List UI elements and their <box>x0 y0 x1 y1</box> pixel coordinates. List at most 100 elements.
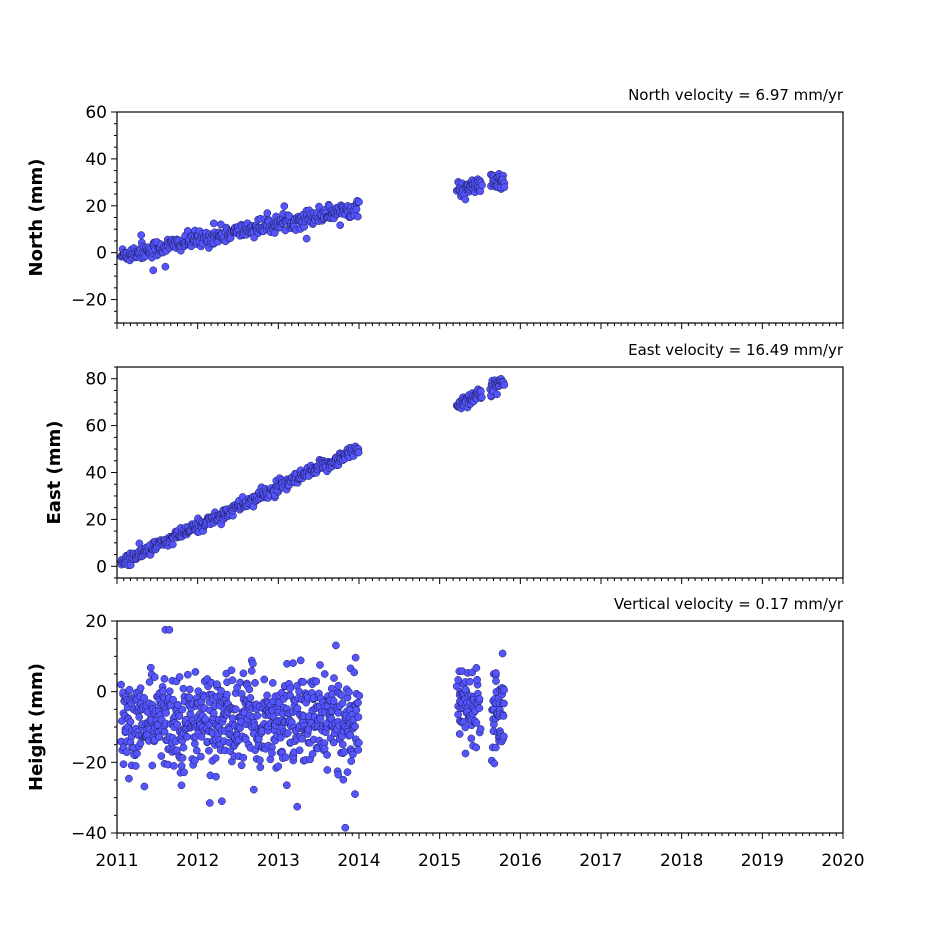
data-point <box>461 195 470 204</box>
data-point <box>256 763 265 772</box>
panel-1: −20 0 20 40 60 North velocity = 6.97 mm/yr Nor… <box>26 86 844 329</box>
data-point <box>345 688 353 696</box>
data-point <box>354 448 363 457</box>
data-point <box>347 757 356 765</box>
data-point <box>280 202 289 210</box>
data-point <box>467 734 476 743</box>
data-point <box>350 668 359 677</box>
data-point <box>231 705 240 713</box>
data-point <box>197 732 206 741</box>
x-tick-label: 2019 <box>741 851 784 871</box>
data-point <box>170 762 178 770</box>
data-point-outlier <box>137 231 146 239</box>
data-point <box>165 687 174 696</box>
y-tick-label: −20 <box>71 753 107 773</box>
data-point <box>355 738 363 747</box>
data-point <box>465 677 474 686</box>
panel-1-ylabel: North (mm) <box>26 159 47 277</box>
data-point <box>492 669 500 677</box>
data-point <box>197 752 205 761</box>
data-point <box>354 713 363 721</box>
data-point <box>175 712 184 720</box>
data-point-outlier <box>209 219 218 228</box>
data-point <box>320 670 329 678</box>
panel-2-points <box>117 375 509 570</box>
panel-2-title: East velocity = 16.49 mm/yr <box>628 341 844 359</box>
data-point <box>338 699 347 708</box>
data-point <box>500 183 509 192</box>
data-point <box>239 669 248 678</box>
data-point <box>179 684 188 693</box>
y-tick-label: −20 <box>71 291 107 311</box>
data-point <box>140 782 149 791</box>
data-point <box>256 756 264 765</box>
data-point-outlier <box>218 797 226 806</box>
data-point <box>119 760 128 769</box>
data-point <box>476 725 485 733</box>
data-point <box>274 762 283 771</box>
data-point <box>223 690 231 699</box>
data-point <box>251 679 259 687</box>
data-point <box>136 684 145 693</box>
data-point <box>125 774 133 783</box>
data-point <box>299 678 308 686</box>
data-point <box>316 714 325 723</box>
data-point <box>338 740 347 749</box>
panel-1-points <box>117 170 509 275</box>
data-point <box>237 761 246 770</box>
data-point <box>133 749 141 758</box>
data-point <box>213 680 221 689</box>
data-point <box>268 749 276 757</box>
data-point <box>191 668 200 676</box>
data-point <box>298 734 306 743</box>
data-point <box>122 748 131 757</box>
data-point <box>145 678 154 686</box>
panel-3: −40 −20 0 20 2011 2012 2013 2014 2015 2016 2017 201… <box>26 595 865 871</box>
data-point <box>289 659 297 667</box>
data-point <box>178 754 187 762</box>
data-point <box>312 677 321 686</box>
y-tick-label: 60 <box>85 103 107 123</box>
data-point <box>283 729 292 737</box>
data-point <box>499 732 508 741</box>
x-tick-label: 2015 <box>418 851 461 871</box>
y-tick-label: 20 <box>85 197 107 217</box>
panel-1-title: North velocity = 6.97 mm/yr <box>628 86 844 104</box>
data-point <box>136 739 145 748</box>
data-point <box>263 209 272 217</box>
data-point-outlier <box>205 799 214 807</box>
data-point <box>239 753 248 762</box>
data-point <box>295 746 304 755</box>
data-point <box>191 756 199 765</box>
data-point <box>472 664 481 672</box>
data-point <box>336 221 345 230</box>
data-point <box>493 390 501 399</box>
data-point <box>316 661 324 669</box>
data-point <box>323 751 331 759</box>
data-point <box>227 666 236 675</box>
y-tick-label: 0 <box>96 683 107 703</box>
data-point <box>169 695 177 704</box>
data-point <box>179 743 188 752</box>
data-point <box>329 738 338 747</box>
data-point <box>315 202 323 211</box>
data-point <box>175 673 184 681</box>
data-point <box>140 694 149 702</box>
data-point-outlier <box>498 649 507 658</box>
data-point-outlier <box>161 262 170 271</box>
data-point <box>334 681 343 690</box>
data-point-outlier <box>302 234 311 243</box>
data-point <box>352 205 361 214</box>
data-point <box>323 766 332 774</box>
data-point <box>177 762 186 770</box>
y-tick-label: 40 <box>85 150 107 170</box>
data-point <box>334 770 343 779</box>
x-tick-label: 2014 <box>337 851 380 871</box>
y-tick-label: 20 <box>85 510 107 530</box>
data-point <box>155 733 164 742</box>
x-tick-label: 2018 <box>660 851 703 871</box>
data-point <box>148 761 157 770</box>
data-point <box>191 739 199 748</box>
data-point <box>295 687 303 696</box>
